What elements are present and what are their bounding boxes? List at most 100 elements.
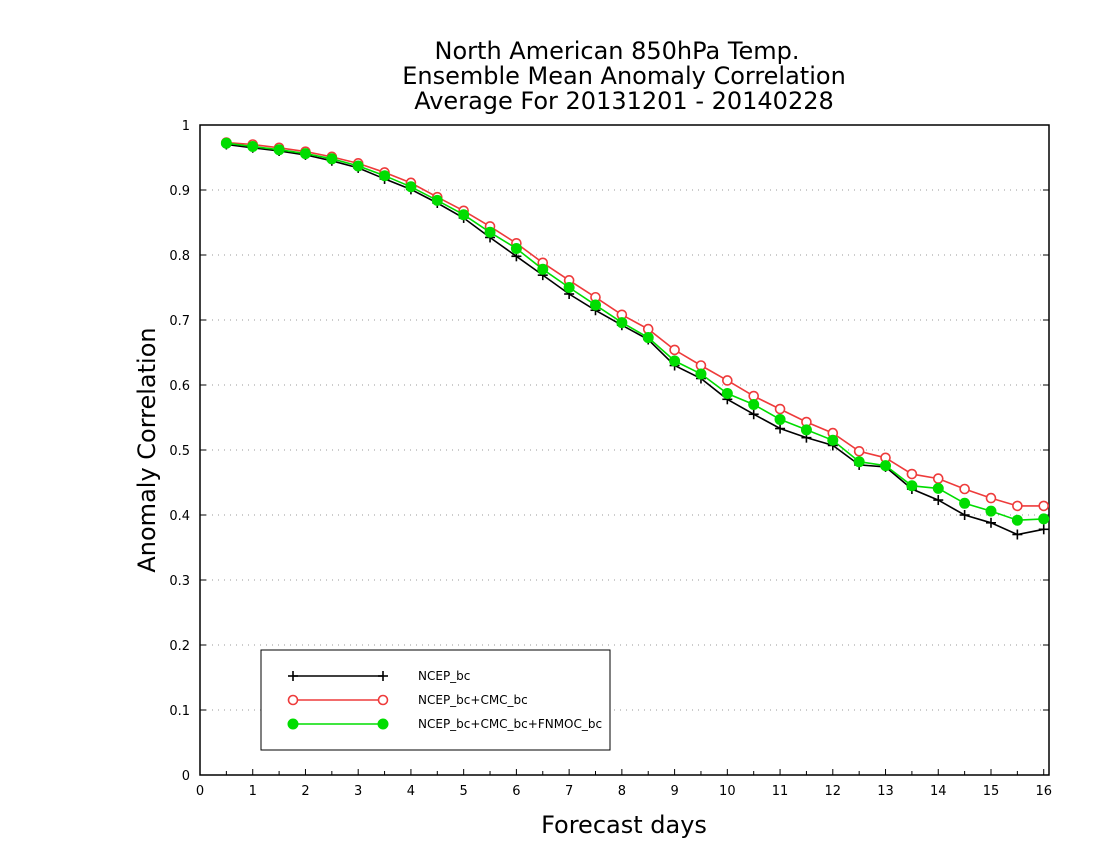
data-point-0-21 [775, 423, 786, 434]
legend-marker-right-0 [378, 671, 388, 681]
legend-entry-1: NCEP_bc+CMC_bc [287, 693, 528, 707]
data-point-1-28 [959, 483, 970, 495]
x-tick-label-1: 1 [249, 784, 257, 799]
x-tick-label-15: 15 [983, 784, 1000, 799]
y-axis-label: Anomaly Correlation [133, 327, 161, 572]
data-point-2-13 [563, 282, 575, 293]
legend-label-2: NCEP_bc+CMC_bc+FNMOC_bc [418, 717, 602, 731]
x-tick-label-14: 14 [930, 784, 947, 799]
x-tick-label-7: 7 [565, 784, 573, 799]
x-tick-label-9: 9 [670, 784, 678, 799]
x-tick-label-4: 4 [407, 784, 415, 799]
data-point-2-9 [458, 209, 470, 221]
gridlines [200, 189, 1049, 711]
data-point-2-24 [853, 456, 865, 468]
data-point-2-12 [537, 263, 549, 275]
data-point-2-26 [906, 480, 918, 492]
data-point-2-18 [695, 368, 707, 380]
data-point-2-11 [510, 243, 522, 254]
x-tick-label-11: 11 [772, 784, 789, 799]
data-point-0-29 [985, 517, 996, 528]
data-point-1-29 [985, 492, 997, 504]
plot-series [220, 137, 1050, 540]
data-point-2-14 [589, 299, 601, 311]
x-tick-label-5: 5 [460, 784, 468, 799]
x-tick-label-16: 16 [1035, 784, 1052, 799]
legend-label-1: NCEP_bc+CMC_bc [418, 693, 528, 707]
data-point-2-30 [1011, 514, 1023, 526]
legend-marker-left-0 [288, 671, 298, 681]
data-point-2-27 [932, 482, 944, 494]
y-tick-label-9: 0.9 [169, 184, 190, 199]
data-point-2-0 [220, 137, 232, 149]
x-tick-label-8: 8 [618, 784, 626, 799]
data-point-2-3 [299, 148, 311, 160]
series-line-1 [226, 141, 1044, 507]
x-tick-label-0: 0 [196, 784, 204, 799]
data-point-2-6 [379, 170, 391, 182]
data-point-0-20 [748, 409, 759, 420]
data-point-2-23 [827, 434, 839, 446]
y-tick-label-1: 0.1 [169, 704, 190, 719]
legend-marker-right-1 [377, 694, 389, 706]
y-tick-label-8: 0.8 [169, 249, 190, 264]
data-point-2-2 [273, 144, 285, 156]
data-point-1-21 [774, 403, 786, 415]
legend-label-0: NCEP_bc [418, 669, 470, 683]
series-0 [221, 139, 1049, 540]
x-tick-label-6: 6 [512, 784, 520, 799]
data-point-1-24 [853, 445, 865, 457]
legend-marker-right-2 [377, 718, 389, 730]
data-point-1-17 [669, 344, 680, 356]
legend-entry-2: NCEP_bc+CMC_bc+FNMOC_bc [287, 717, 602, 731]
title-line-1: North American 850hPa Temp. [435, 37, 800, 65]
data-point-2-31 [1038, 513, 1050, 525]
data-point-1-31 [1038, 500, 1050, 512]
y-axis: 0 0.1 0.2 0.3 0.4 0.5 0.6 0.7 0.8 0.9 1 [169, 119, 1049, 784]
data-point-2-7 [405, 181, 417, 193]
data-point-2-25 [880, 460, 892, 472]
data-point-0-27 [933, 495, 944, 506]
data-point-1-30 [1012, 500, 1023, 512]
y-tick-label-5: 0.5 [169, 444, 190, 459]
data-point-2-4 [326, 153, 338, 165]
data-point-1-19 [722, 375, 733, 386]
x-tick-label-2: 2 [301, 784, 309, 799]
data-point-2-17 [669, 355, 681, 367]
data-point-0-31 [1038, 524, 1049, 535]
data-point-1-27 [932, 473, 944, 484]
data-point-2-5 [352, 160, 364, 172]
data-point-0-30 [1012, 529, 1023, 540]
x-tick-label-3: 3 [354, 784, 362, 799]
legend: NCEP_bc NCEP_bc+CMC_bc NCEP_bc+CMC_bc+FNMO… [260, 649, 611, 751]
series-1 [221, 137, 1050, 512]
x-tick-label-13: 13 [877, 784, 894, 799]
y-tick-label-2: 0.2 [169, 639, 190, 654]
title-line-3: Average For 20131201 - 20140228 [414, 87, 834, 115]
data-point-2-1 [247, 140, 259, 152]
y-tick-label-7: 0.7 [169, 314, 190, 329]
data-point-2-22 [800, 424, 812, 436]
x-tick-label-12: 12 [825, 784, 842, 799]
data-point-2-29 [985, 505, 997, 517]
data-point-2-8 [431, 194, 443, 206]
title-line-2: Ensemble Mean Anomaly Correlation [402, 62, 846, 90]
legend-marker-left-1 [287, 694, 299, 706]
x-axis-label: Forecast days [541, 811, 707, 839]
data-point-1-26 [906, 468, 918, 480]
legend-entry-0: NCEP_bc [288, 669, 470, 683]
x-axis: 0 1 2 3 4 5 6 7 8 9 10 11 12 13 14 15 16 [196, 769, 1052, 799]
data-point-0-28 [959, 510, 970, 520]
y-tick-label-4: 0.4 [169, 509, 190, 524]
data-point-2-16 [642, 332, 654, 344]
data-point-2-21 [774, 413, 786, 425]
y-tick-label-3: 0.3 [169, 574, 190, 589]
x-tick-label-10: 10 [719, 784, 736, 799]
data-point-2-20 [748, 399, 760, 410]
legend-marker-left-2 [287, 718, 299, 730]
y-tick-label-0: 0 [182, 769, 190, 784]
series-2 [220, 137, 1050, 526]
y-tick-label-6: 0.6 [169, 379, 190, 394]
y-tick-label-10: 1 [182, 119, 190, 134]
